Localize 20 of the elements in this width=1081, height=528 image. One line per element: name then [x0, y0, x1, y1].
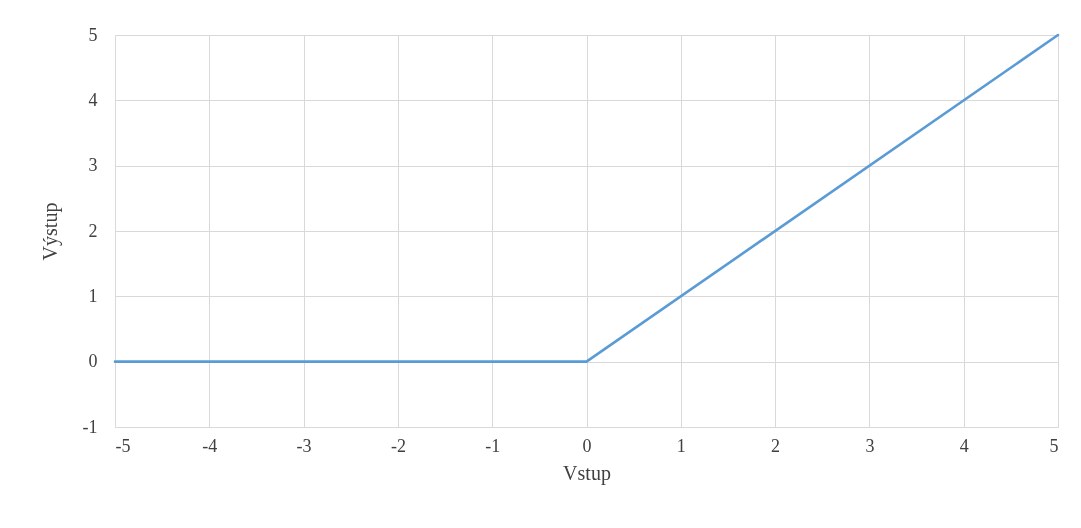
y-tick-label: 5	[88, 24, 98, 45]
y-tick-label: 1	[88, 285, 98, 306]
y-tick-label: 2	[88, 220, 98, 241]
y-tick-label: -1	[82, 416, 98, 437]
y-axis-title: Výstup	[38, 202, 62, 261]
x-tick-label: 0	[582, 435, 592, 456]
x-tick-label: -5	[115, 435, 131, 456]
x-tick-label: -1	[485, 435, 501, 456]
x-tick-label: -2	[390, 435, 406, 456]
x-tick-label: 2	[771, 435, 781, 456]
x-tick-label: 5	[1049, 435, 1059, 456]
y-tick-label: 0	[88, 351, 98, 372]
x-axis-title: Vstup	[563, 461, 611, 485]
x-tick-label: -4	[202, 435, 218, 456]
x-tick-label: 3	[865, 435, 875, 456]
x-tick-label: 1	[676, 435, 686, 456]
x-tick-label: -3	[296, 435, 312, 456]
y-tick-label: 4	[88, 89, 98, 110]
x-tick-label: 4	[959, 435, 969, 456]
y-tick-label: 3	[88, 155, 98, 176]
